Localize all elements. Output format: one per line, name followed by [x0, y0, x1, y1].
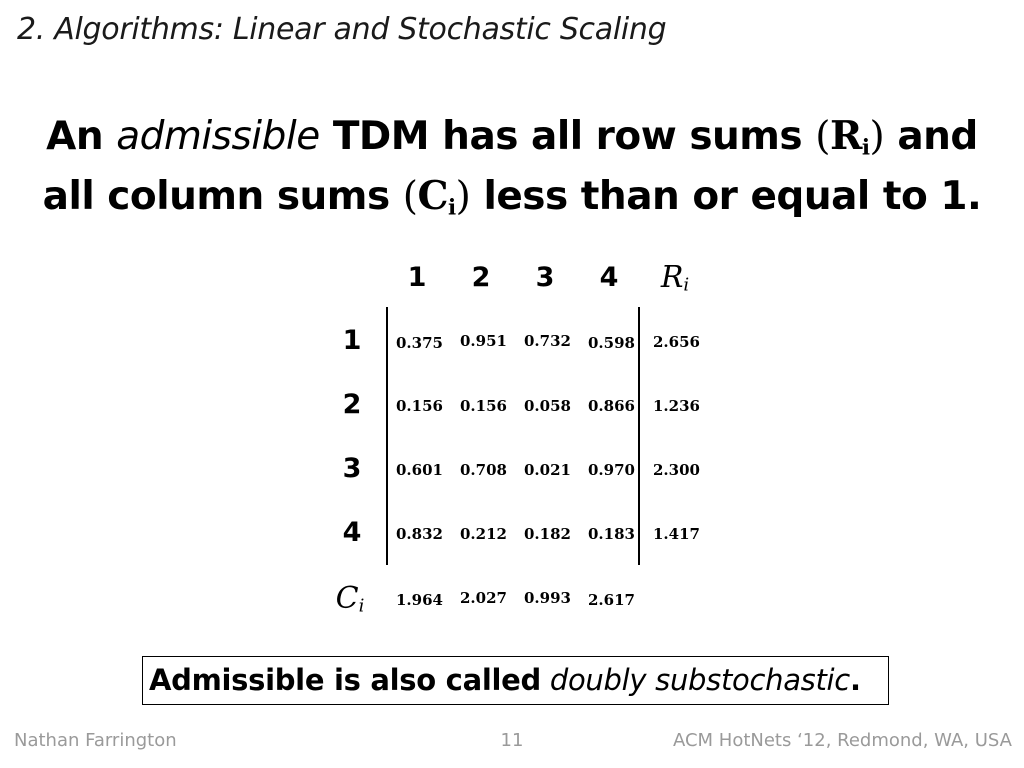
close-paren: ) — [455, 174, 471, 219]
footer-venue: ACM HotNets ‘12, Redmond, WA, USA — [672, 730, 1012, 751]
footer-page-number: 11 — [500, 730, 524, 751]
matrix-cell: 0.021 — [524, 461, 571, 479]
matrix-cell: 0.708 — [460, 461, 507, 479]
headline-line-1: An admissible TDM has all row sums (Ri) … — [0, 106, 1024, 178]
row-header-2: 2 — [342, 389, 362, 420]
note-italic-text: doubly substochastic — [549, 663, 850, 697]
matrix-cell: 0.832 — [396, 525, 443, 543]
row-sum-header: Ri — [660, 260, 690, 296]
column-header-4: 4 — [599, 262, 619, 293]
footer-author: Nathan Farrington — [14, 730, 177, 751]
headline-line2-prefix: all column sums — [42, 174, 391, 219]
matrix-cell: 0.183 — [588, 525, 635, 543]
note-period: . — [849, 663, 861, 697]
matrix-cell: 0.601 — [396, 461, 443, 479]
matrix-cell: 0.182 — [524, 525, 571, 543]
col-sum-cell: 2.027 — [460, 589, 507, 607]
headline-line1-suffix: and — [897, 114, 978, 159]
column-header-1: 1 — [407, 262, 427, 293]
headline-prefix: An — [46, 114, 104, 159]
row-header-1: 1 — [342, 325, 362, 356]
matrix-cell: 0.156 — [396, 397, 443, 415]
matrix-cell: 0.058 — [524, 397, 571, 415]
matrix-cell: 0.951 — [460, 332, 507, 350]
headline-italic-word: admissible — [116, 114, 320, 159]
matrix-cell: 0.156 — [460, 397, 507, 415]
close-paren: ) — [869, 114, 885, 159]
open-paren: ( — [815, 114, 830, 159]
section-title: 2. Algorithms: Linear and Stochastic Sca… — [17, 12, 667, 47]
matrix-cell: 0.598 — [588, 334, 635, 352]
matrix-cell: 0.866 — [588, 397, 635, 415]
column-header-3: 3 — [535, 262, 555, 293]
row-sum-symbol: Ri — [829, 113, 870, 161]
col-sum-cell: 2.617 — [588, 591, 635, 609]
matrix-cell: 0.970 — [588, 461, 635, 479]
row-sum-cell: 1.236 — [653, 397, 700, 415]
row-header-4: 4 — [342, 517, 362, 548]
headline-line-2: all column sums (Ci) less than or equal … — [0, 166, 1024, 238]
col-sum-cell: 0.993 — [524, 589, 571, 607]
row-sum-cell: 2.656 — [653, 333, 700, 351]
headline-line2-suffix: less than or equal to 1. — [483, 174, 982, 219]
col-sum-symbol: Ci — [417, 173, 456, 221]
headline-middle: TDM has all row sums — [332, 114, 803, 159]
note-bold-text: Admissible is also called — [149, 663, 541, 697]
open-paren: ( — [402, 174, 418, 219]
matrix-bracket — [386, 307, 640, 565]
note-box: Admissible is also called doubly substoc… — [142, 656, 889, 705]
col-sum-cell: 1.964 — [396, 591, 443, 609]
row-header-3: 3 — [342, 453, 362, 484]
matrix-cell: 0.732 — [524, 332, 571, 350]
column-header-2: 2 — [471, 262, 491, 293]
row-sum-cell: 2.300 — [653, 461, 700, 479]
matrix-cell: 0.375 — [396, 334, 443, 352]
matrix-cell: 0.212 — [460, 525, 507, 543]
col-sum-header: Ci — [335, 581, 365, 617]
row-sum-cell: 1.417 — [653, 525, 700, 543]
